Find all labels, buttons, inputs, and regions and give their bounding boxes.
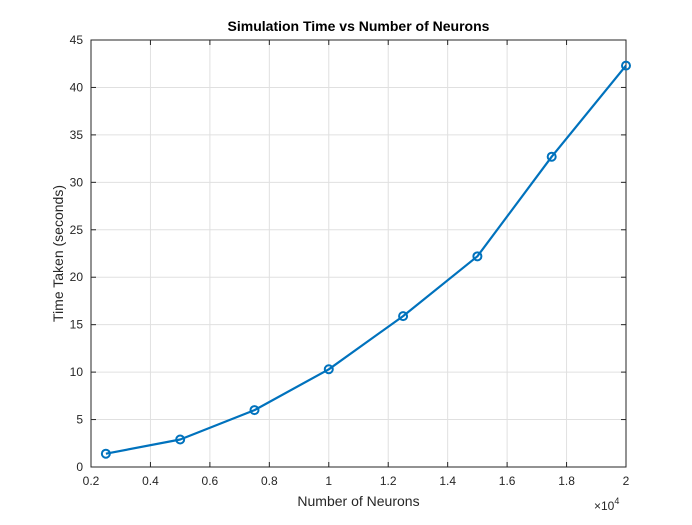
y-tick-label: 40 [70,80,84,94]
data-point [323,364,334,375]
x-tick-label: 1.6 [499,474,516,488]
y-tick-label: 25 [70,223,84,237]
x-tick-label: 1.4 [439,474,456,488]
data-point [621,60,631,71]
x-tick-label: 0.6 [202,474,219,488]
y-tick-label: 45 [70,33,84,47]
y-tick-label: 10 [70,365,84,379]
x-tick-label: 1.8 [558,474,575,488]
data-point [100,448,111,459]
y-tick-label: 30 [70,175,84,189]
series [100,60,631,459]
y-tick-label: 5 [76,413,83,427]
ticks: 0.2 0.4 0.6 0.8 1 1.2 1.4 1.6 1.8 205101520253035… [70,33,630,488]
data-point [398,311,409,322]
x-tick-label: 0.8 [261,474,278,488]
axes-box [90,39,627,468]
x-tick-label: 1 [325,474,332,488]
x-tick-label: 0.4 [142,474,159,488]
x-axis-label: Number of Neurons [297,493,419,509]
y-tick-label: 15 [70,318,84,332]
y-tick-label: 20 [70,270,84,284]
x-tick-label: 2 [623,474,630,488]
data-point [546,151,557,162]
plot-area [91,40,626,467]
x-tick-label: 1.2 [380,474,397,488]
x-axis-multiplier-base: ×10 [594,499,615,513]
data-point [472,251,483,262]
x-axis-multiplier-exponent: 4 [614,496,619,506]
data-point [175,434,186,445]
series-line [105,64,627,455]
y-tick-label: 35 [70,128,84,142]
x-axis-multiplier: ×104 [594,496,619,513]
chart-title: Simulation Time vs Number of Neurons [228,18,490,34]
y-tick-label: 0 [76,460,83,474]
x-tick-label: 0.2 [83,474,100,488]
data-point [249,405,260,416]
y-axis-label: Time Taken (seconds) [50,185,66,322]
